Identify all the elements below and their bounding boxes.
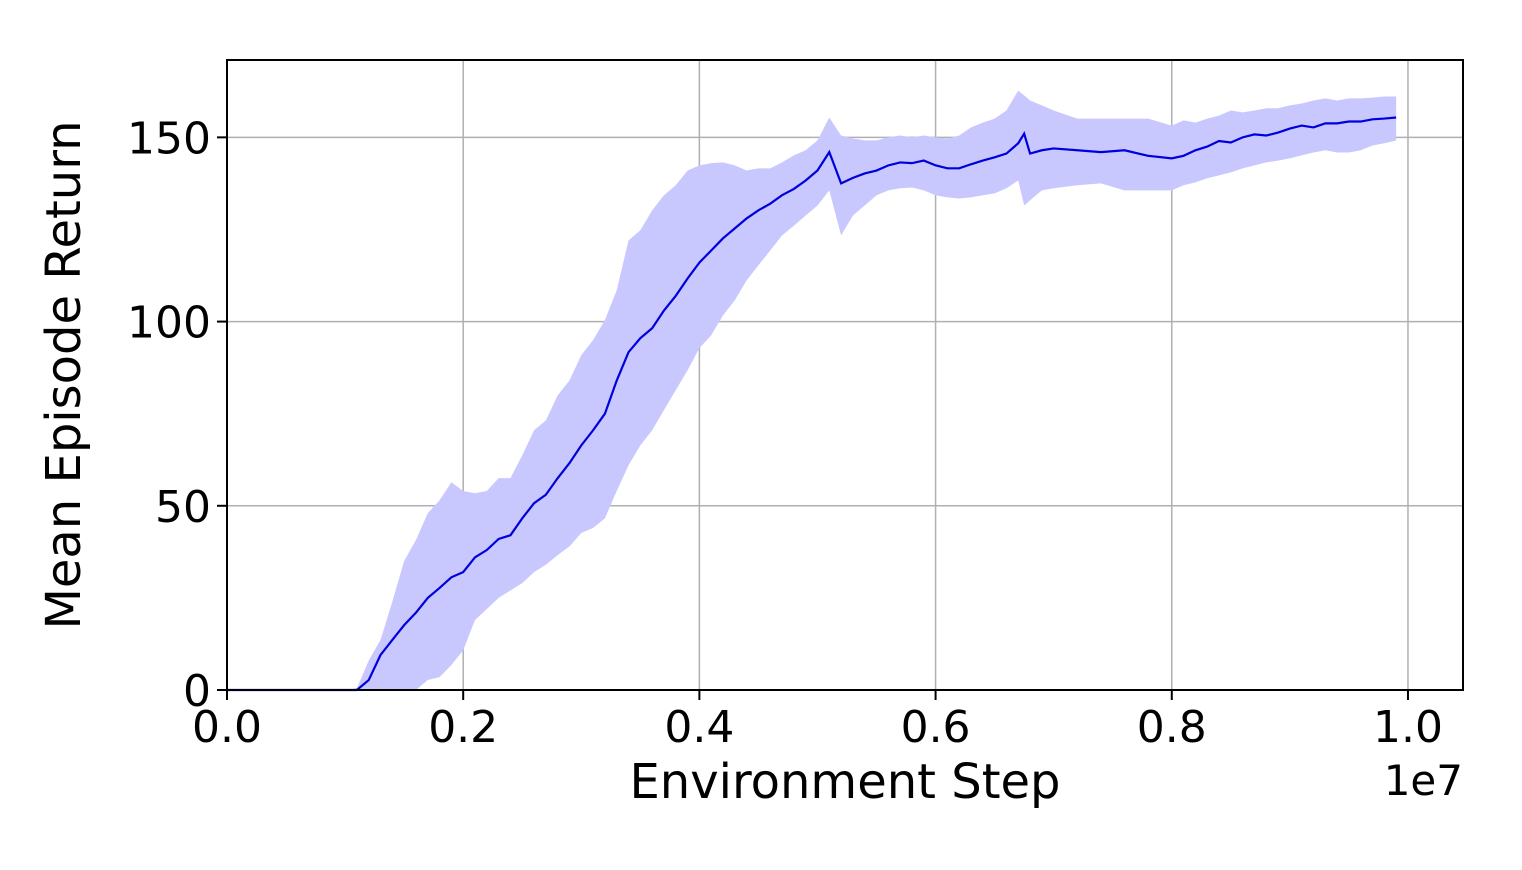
x-offset-label: 1e7	[1384, 756, 1463, 805]
y-axis-label: Mean Episode Return	[36, 120, 92, 629]
x-tick-label: 0.8	[1137, 702, 1207, 753]
y-tick-label: 150	[127, 113, 211, 164]
x-tick-label: 0.0	[192, 702, 262, 753]
x-axis-label: Environment Step	[629, 754, 1060, 810]
x-tick-label: 0.4	[664, 702, 734, 753]
x-tick-label: 1.0	[1373, 702, 1443, 753]
series-line	[227, 116, 1397, 692]
y-tick-label: 0	[183, 666, 211, 717]
y-tick-label: 100	[127, 298, 211, 349]
plot-frame	[226, 59, 1464, 691]
x-tick-label: 0.2	[428, 702, 498, 753]
y-tick-label: 50	[155, 482, 211, 533]
x-tick-label: 0.6	[901, 702, 971, 753]
confidence-band	[227, 90, 1397, 690]
